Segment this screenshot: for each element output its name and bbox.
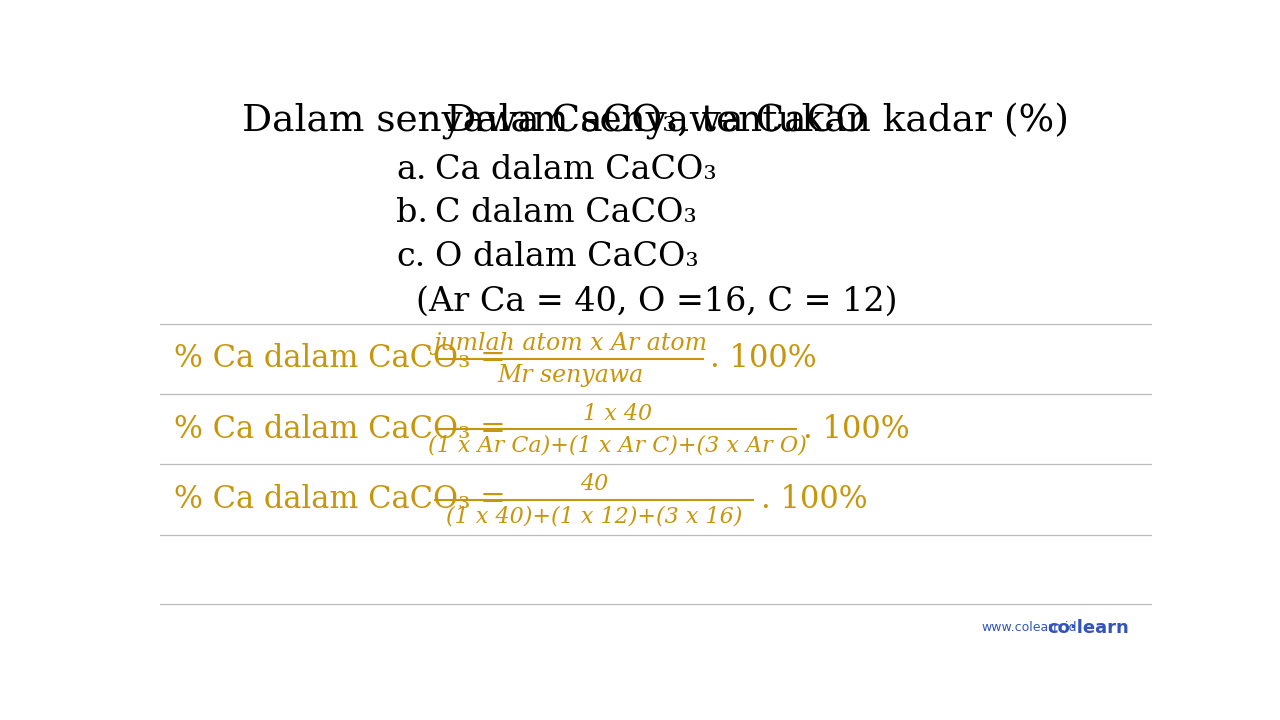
Text: (Ar Ca = 40, O =16, C = 12): (Ar Ca = 40, O =16, C = 12) [416,286,897,318]
Text: O dalam CaCO₃: O dalam CaCO₃ [435,241,699,274]
Text: a.: a. [397,153,426,186]
Text: 1 x 40: 1 x 40 [582,402,652,425]
Text: . 100%: . 100% [804,413,910,444]
Text: Dalam senyawa CaCO₃, tentukan kadar (%): Dalam senyawa CaCO₃, tentukan kadar (%) [242,102,1070,140]
Text: % Ca dalam CaCO₃ =: % Ca dalam CaCO₃ = [174,485,506,516]
Text: Dalam senyawa CaCO: Dalam senyawa CaCO [445,103,867,139]
Text: jumlah atom x Ar atom: jumlah atom x Ar atom [434,332,708,355]
Text: c.: c. [397,241,426,274]
Text: . 100%: . 100% [760,485,868,516]
Text: . 100%: . 100% [710,343,817,374]
Text: Mr senyawa: Mr senyawa [498,364,644,387]
Text: % Ca dalam CaCO₃ =: % Ca dalam CaCO₃ = [174,413,506,444]
Text: b.: b. [397,197,429,230]
Text: C dalam CaCO₃: C dalam CaCO₃ [435,197,698,230]
Text: www.colearn.id: www.colearn.id [982,621,1076,634]
Text: (1 x 40)+(1 x 12)+(3 x 16): (1 x 40)+(1 x 12)+(3 x 16) [445,506,742,528]
Text: % Ca dalam CaCO₃ =: % Ca dalam CaCO₃ = [174,343,506,374]
Text: (1 x Ar Ca)+(1 x Ar C)+(3 x Ar O): (1 x Ar Ca)+(1 x Ar C)+(3 x Ar O) [428,435,806,457]
Text: 40: 40 [580,474,608,495]
Text: Ca dalam CaCO₃: Ca dalam CaCO₃ [435,153,717,186]
Text: co·learn: co·learn [1047,618,1129,636]
